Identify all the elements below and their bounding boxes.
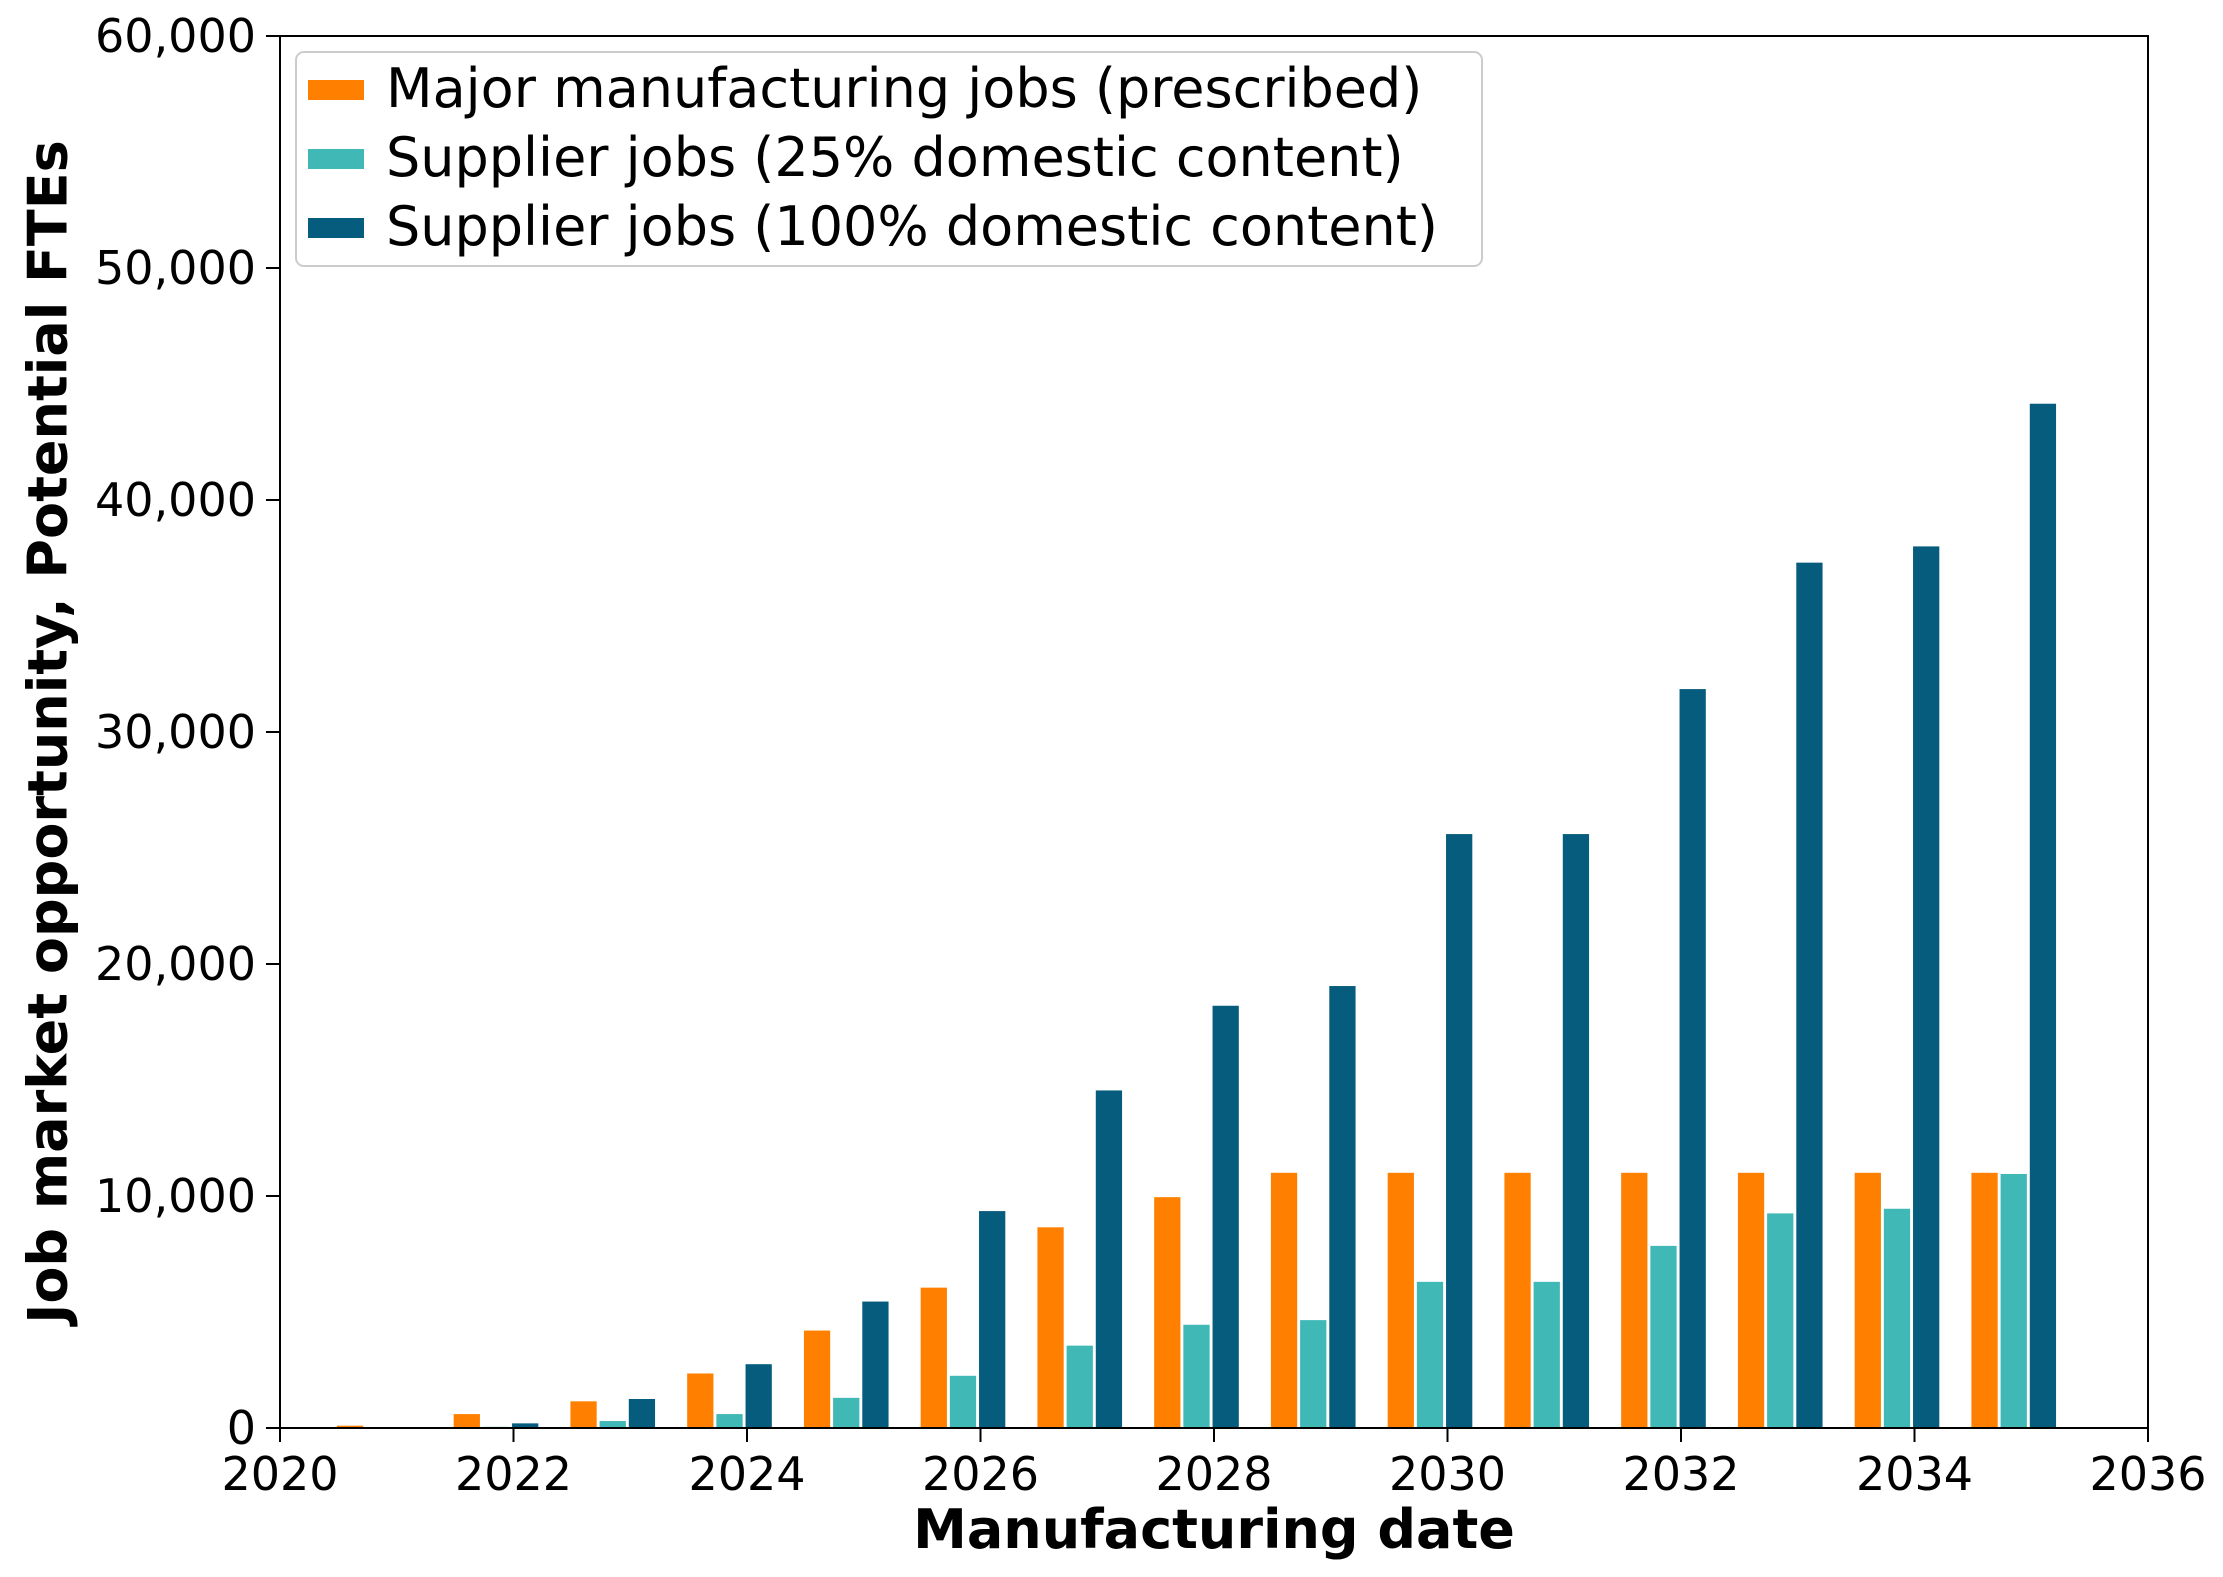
bar-3-2027 xyxy=(1095,1090,1123,1428)
bar-3-2031 xyxy=(1562,834,1590,1428)
legend-swatch-1 xyxy=(308,80,364,100)
bar-1-2035 xyxy=(1971,1172,1998,1428)
bar-3-2035 xyxy=(2029,403,2057,1429)
bar-1-2034 xyxy=(1854,1172,1881,1428)
bar-1-2021 xyxy=(336,1425,364,1428)
y-axis-title: Job market opportunity, Potential FTEs xyxy=(17,140,80,1328)
x-tick-label: 2024 xyxy=(688,1447,805,1501)
bar-1-2026 xyxy=(920,1287,947,1428)
bar-1-2023 xyxy=(570,1401,597,1428)
y-tick-label: 20,000 xyxy=(95,937,256,991)
bar-2-2027 xyxy=(1066,1345,1093,1428)
legend-label-2: Supplier jobs (25% domestic content) xyxy=(386,126,1404,189)
y-tick-label: 10,000 xyxy=(95,1169,256,1223)
bar-1-2032 xyxy=(1621,1172,1648,1428)
bar-2-2023 xyxy=(599,1421,626,1428)
legend-label-1: Major manufacturing jobs (prescribed) xyxy=(386,57,1422,120)
bar-2-2032 xyxy=(1650,1245,1677,1428)
bar-2-2033 xyxy=(1767,1213,1794,1428)
bar-1-2029 xyxy=(1270,1172,1298,1428)
y-tick-label: 30,000 xyxy=(95,705,256,759)
bar-3-2034 xyxy=(1913,546,1940,1428)
bar-2-2029 xyxy=(1300,1320,1327,1428)
bar-2-2026 xyxy=(949,1375,977,1428)
legend: Major manufacturing jobs (prescribed)Sup… xyxy=(295,51,1483,267)
legend-swatch-2 xyxy=(308,149,364,169)
x-tick-label: 2032 xyxy=(1622,1447,1739,1501)
y-tick-label: 50,000 xyxy=(95,241,256,295)
x-tick-label: 2036 xyxy=(2089,1447,2206,1501)
bar-2-2035 xyxy=(2000,1173,2027,1428)
bar-3-2025 xyxy=(862,1301,889,1428)
legend-swatch-3 xyxy=(308,218,364,238)
x-tick-label: 2028 xyxy=(1155,1447,1272,1501)
bar-1-2031 xyxy=(1504,1172,1531,1428)
axes-layer: 2020 2022 2024 2026 2028 2030 2032 2034 2036 0 10,… xyxy=(95,9,2207,1501)
bar-3-2032 xyxy=(1679,689,1706,1428)
bar-1-2025 xyxy=(803,1330,831,1428)
x-tick-label: 2020 xyxy=(221,1447,338,1501)
bar-1-2027 xyxy=(1037,1227,1064,1428)
x-tick-label: 2026 xyxy=(922,1447,1039,1501)
legend-label-3: Supplier jobs (100% domestic content) xyxy=(386,195,1438,258)
x-tick-label: 2030 xyxy=(1389,1447,1506,1501)
bar-3-2029 xyxy=(1329,986,1356,1428)
bar-2-2024 xyxy=(716,1414,743,1428)
x-tick-label: 2034 xyxy=(1856,1447,1973,1501)
y-tick-label: 60,000 xyxy=(95,9,256,63)
bar-3-2030 xyxy=(1446,834,1473,1428)
bar-2-2028 xyxy=(1183,1324,1210,1428)
bar-1-2033 xyxy=(1737,1172,1765,1428)
x-tick-label: 2022 xyxy=(455,1447,572,1501)
bar-2-2034 xyxy=(1883,1208,1911,1428)
bar-3-2026 xyxy=(979,1211,1006,1428)
x-axis-title: Manufacturing date xyxy=(913,1498,1515,1561)
bar-2-2031 xyxy=(1533,1281,1560,1428)
bar-1-2028 xyxy=(1154,1197,1181,1428)
bar-1-2030 xyxy=(1387,1172,1414,1428)
bar-1-2024 xyxy=(687,1373,714,1428)
bar-3-2023 xyxy=(628,1399,656,1428)
bars-layer xyxy=(336,403,2057,1429)
bar-3-2033 xyxy=(1796,562,1823,1428)
bar-3-2022 xyxy=(512,1423,539,1428)
y-tick-label: 40,000 xyxy=(95,473,256,527)
bar-3-2028 xyxy=(1212,1005,1239,1428)
y-tick-label: 0 xyxy=(227,1401,256,1455)
bar-3-2024 xyxy=(745,1364,772,1428)
bar-2-2030 xyxy=(1416,1281,1444,1428)
bar-2-2025 xyxy=(833,1397,860,1428)
legend-box xyxy=(295,51,1483,267)
bar-1-2022 xyxy=(453,1414,480,1428)
